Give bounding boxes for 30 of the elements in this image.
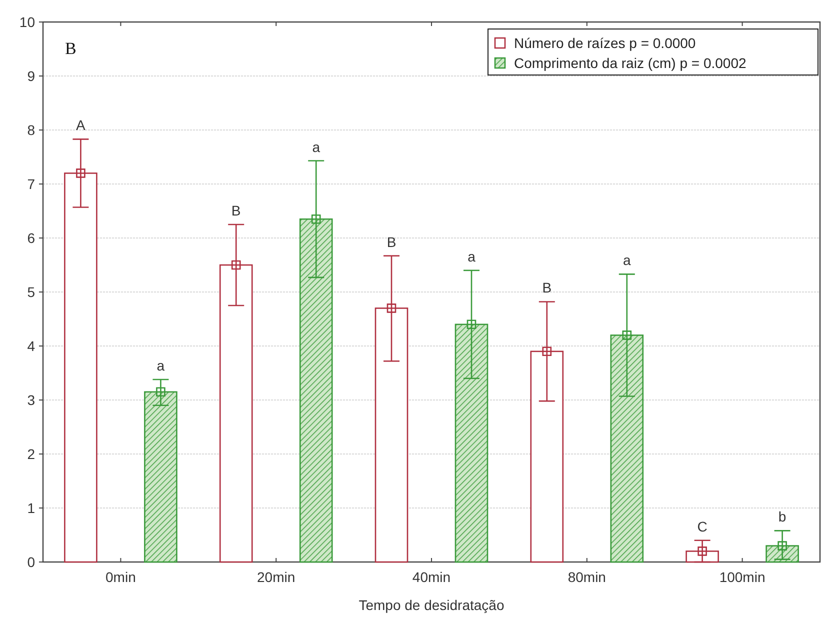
annotation: B	[231, 202, 241, 218]
x-tick-label: 20min	[257, 569, 296, 585]
annotation: B	[542, 280, 552, 296]
annotation: A	[76, 117, 86, 134]
x-tick-label: 40min	[412, 569, 451, 585]
annotation: B	[386, 234, 396, 250]
x-tick-label: 0min	[106, 569, 136, 585]
y-tick-label: 10	[19, 14, 36, 30]
legend-label: Número de raízes p = 0.0000	[514, 34, 696, 51]
legend-label: Comprimento da raiz (cm) p = 0.0002	[514, 54, 746, 71]
annotation: a	[156, 357, 165, 374]
annotation: b	[778, 508, 786, 525]
annotation: C	[697, 518, 708, 534]
x-axis-title: Tempo de desidratação	[358, 597, 504, 613]
y-tick-label: 0	[27, 554, 36, 570]
annotation: a	[312, 138, 320, 155]
x-tick-label: 80min	[568, 569, 606, 585]
y-tick-label: 9	[27, 68, 36, 84]
annotation: a	[623, 252, 631, 268]
y-tick-label: 1	[27, 500, 36, 516]
annotation: a	[468, 248, 476, 264]
y-tick-label: 4	[27, 338, 36, 354]
annotation: B	[65, 39, 76, 58]
y-tick-label: 5	[27, 284, 36, 300]
y-tick-label: 7	[27, 176, 36, 192]
y-tick-label: 3	[27, 392, 36, 408]
y-tick-label: 2	[27, 446, 36, 462]
y-tick-label: 6	[27, 230, 36, 246]
y-tick-label: 8	[27, 122, 36, 138]
x-tick-label: 100min	[719, 569, 766, 585]
